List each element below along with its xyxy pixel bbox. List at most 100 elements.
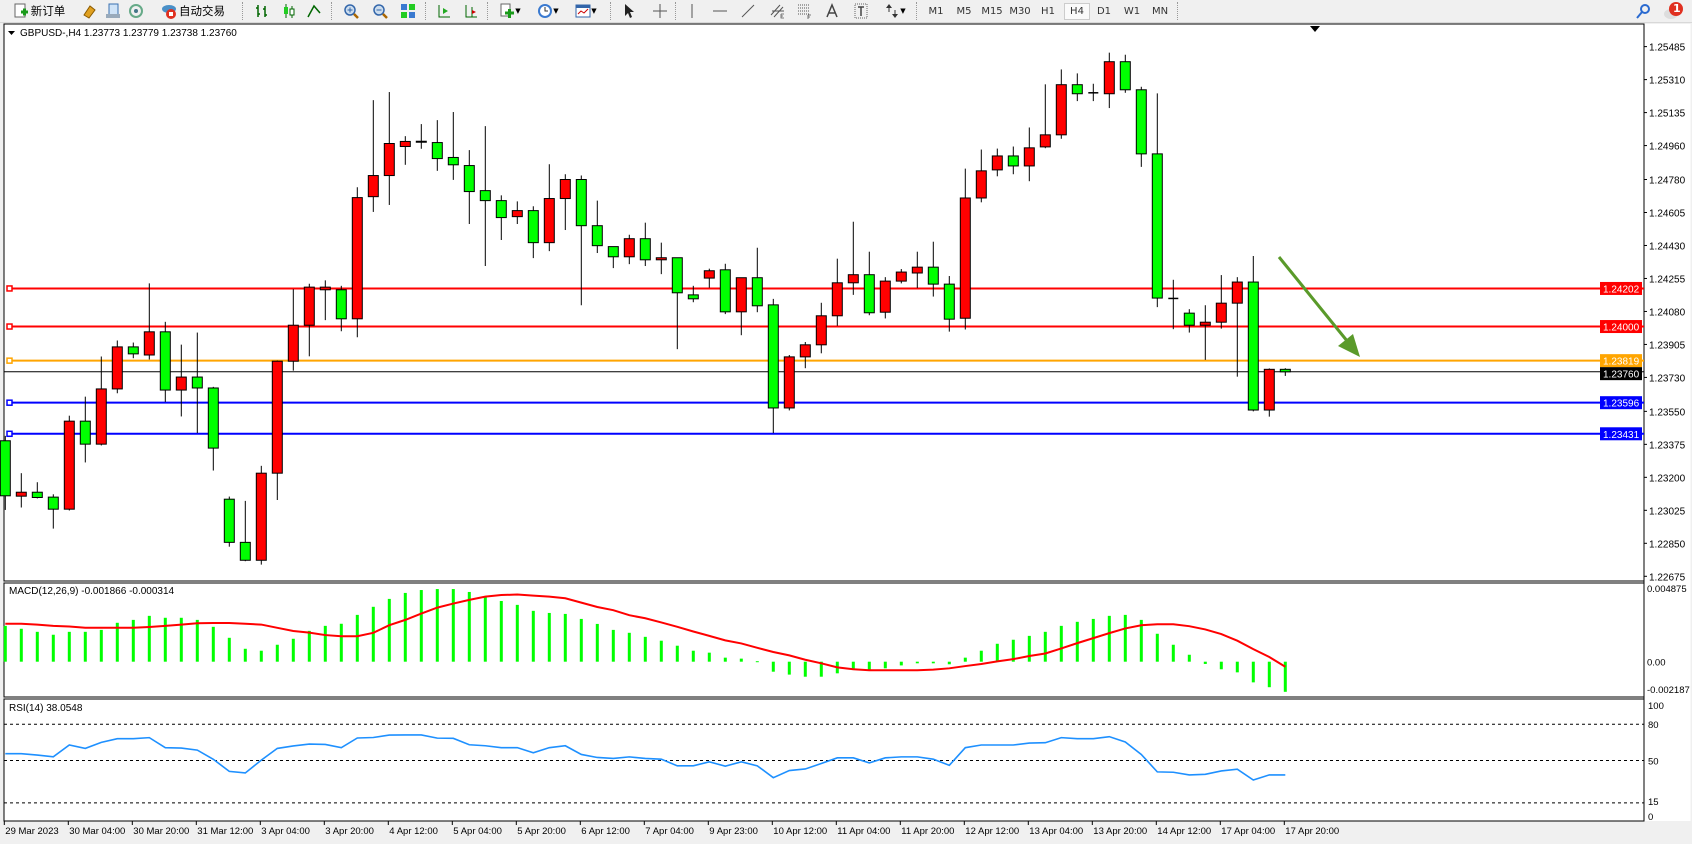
tile-windows-button[interactable] [399, 2, 417, 20]
candle-body-bearish [159, 331, 171, 391]
auto-trading-icon [161, 3, 177, 19]
templates-icon [575, 3, 591, 19]
candle-body-bullish [991, 155, 1003, 171]
candle-body-bearish [1119, 61, 1131, 91]
dropdown-arrow-icon[interactable]: ▼ [553, 7, 559, 15]
text-button[interactable] [852, 2, 870, 20]
arrows-button[interactable]: ▼ [878, 2, 912, 20]
period-w1-button[interactable]: W1 [1123, 5, 1141, 17]
vertical-line-button[interactable] [683, 2, 701, 20]
macd-histogram-bar [931, 661, 935, 664]
signals-button[interactable] [127, 2, 145, 20]
cursor-button[interactable] [620, 2, 638, 20]
line-chart-button[interactable] [305, 2, 323, 20]
candle [1103, 52, 1115, 109]
navigator-button[interactable] [104, 2, 122, 20]
level-line-anchor-left[interactable] [6, 430, 13, 438]
period-mn-button[interactable]: MN [1151, 5, 1169, 17]
crosshair-button[interactable] [651, 2, 669, 20]
market-watch-button[interactable] [80, 2, 98, 20]
candle-body-bearish [527, 210, 539, 244]
search-button[interactable] [1634, 2, 1652, 20]
navigator-icon [105, 3, 121, 19]
chart-shift-marker-icon[interactable] [1310, 26, 1320, 32]
time-tick-label: 14 Apr 12:00 [1157, 826, 1211, 837]
zoom-out-button[interactable] [371, 2, 389, 20]
period-m1-button[interactable]: M1 [928, 5, 944, 17]
macd-histogram-bar [691, 650, 695, 662]
candle-body-bearish [1183, 312, 1195, 326]
dropdown-arrow-icon[interactable]: ▼ [515, 7, 521, 15]
candle-body-bearish [1247, 281, 1259, 411]
candle [975, 149, 987, 203]
level-line-anchor-left[interactable] [6, 323, 13, 330]
periods-button[interactable]: ▼ [533, 2, 563, 20]
horizontal-line-button[interactable] [711, 2, 729, 20]
axes-layer: 1.25485 1.25310 1.25135 1.24960 1.24780 1.246… [3, 43, 1690, 837]
dropdown-arrow-icon[interactable]: ▼ [900, 7, 906, 15]
text-label-button[interactable] [823, 2, 841, 20]
price-tick-label: 1.24960 [1649, 142, 1686, 153]
symbol-menu-arrow-icon[interactable] [8, 31, 15, 35]
macd-histogram-bar [451, 589, 455, 662]
trendline-icon [740, 3, 756, 19]
price-tick-label: 1.25485 [1649, 43, 1686, 54]
toolbar-separator [425, 2, 427, 20]
macd-histogram-bar [307, 630, 311, 662]
zoom-out-icon [372, 3, 388, 19]
market-watch-icon [81, 3, 97, 19]
candle-body-bullish [1231, 281, 1243, 304]
auto-trading-button[interactable]: 自动交易 [152, 2, 234, 20]
indicators-button[interactable]: ▼ [495, 2, 525, 20]
rsi-tick-label: 100 [1648, 701, 1664, 712]
candle-body-bullish [655, 257, 667, 261]
period-d1-button[interactable]: D1 [1096, 5, 1112, 17]
candle [287, 289, 299, 371]
level-line-anchor-left[interactable] [6, 285, 13, 292]
period-h1-button[interactable]: H1 [1041, 5, 1055, 17]
level-line-anchor-left[interactable] [6, 399, 13, 406]
candle [1263, 368, 1275, 417]
trendline-button[interactable] [739, 2, 757, 20]
candle-body-bearish [47, 496, 59, 510]
trend-arrow[interactable] [1277, 256, 1360, 357]
macd-histogram-bar [419, 590, 423, 662]
dropdown-arrow-icon[interactable]: ▼ [591, 7, 597, 15]
toolbar-separator [331, 2, 333, 20]
price-axis-area[interactable] [1644, 24, 1691, 821]
notifications-button[interactable]: 1 [1660, 2, 1686, 20]
level-price-tag-label: 1.24202 [1603, 284, 1640, 295]
macd-histogram-bar [787, 661, 791, 675]
candle [127, 342, 139, 359]
equidistant-channel-button[interactable] [769, 2, 787, 20]
candlestick-button[interactable] [280, 2, 298, 20]
period-m30-button[interactable]: M30 [1009, 5, 1031, 17]
macd-histogram-bar [371, 606, 375, 662]
candle [223, 496, 235, 547]
macd-histogram-bar [1267, 661, 1271, 688]
templates-button[interactable]: ▼ [570, 2, 602, 20]
period-m5-button[interactable]: M5 [956, 5, 972, 17]
candle [191, 332, 203, 434]
bar-chart-button[interactable] [253, 2, 271, 20]
candle-body-bearish [671, 257, 683, 294]
candle-body-bullish [255, 472, 267, 561]
candle [63, 415, 75, 511]
period-h4-button[interactable]: H4 [1064, 3, 1090, 20]
candle-body-bullish [1199, 321, 1211, 326]
zoom-in-button[interactable] [342, 2, 360, 20]
chart-shift-button[interactable] [435, 2, 453, 20]
auto-scroll-button[interactable] [462, 2, 480, 20]
candle [271, 360, 283, 500]
macd-signal-line [5, 593, 1286, 672]
fibonacci-button[interactable] [796, 2, 814, 20]
arrow-head-icon [1338, 334, 1360, 357]
level-line-anchor-left[interactable] [6, 357, 13, 364]
tile-windows-icon [400, 3, 416, 19]
macd-histogram-bar [1107, 615, 1111, 662]
candle [47, 494, 59, 529]
new-order-button[interactable]: 新订单 [4, 2, 74, 20]
candle-body-bullish [95, 388, 107, 445]
period-m15-button[interactable]: M15 [981, 5, 1003, 17]
